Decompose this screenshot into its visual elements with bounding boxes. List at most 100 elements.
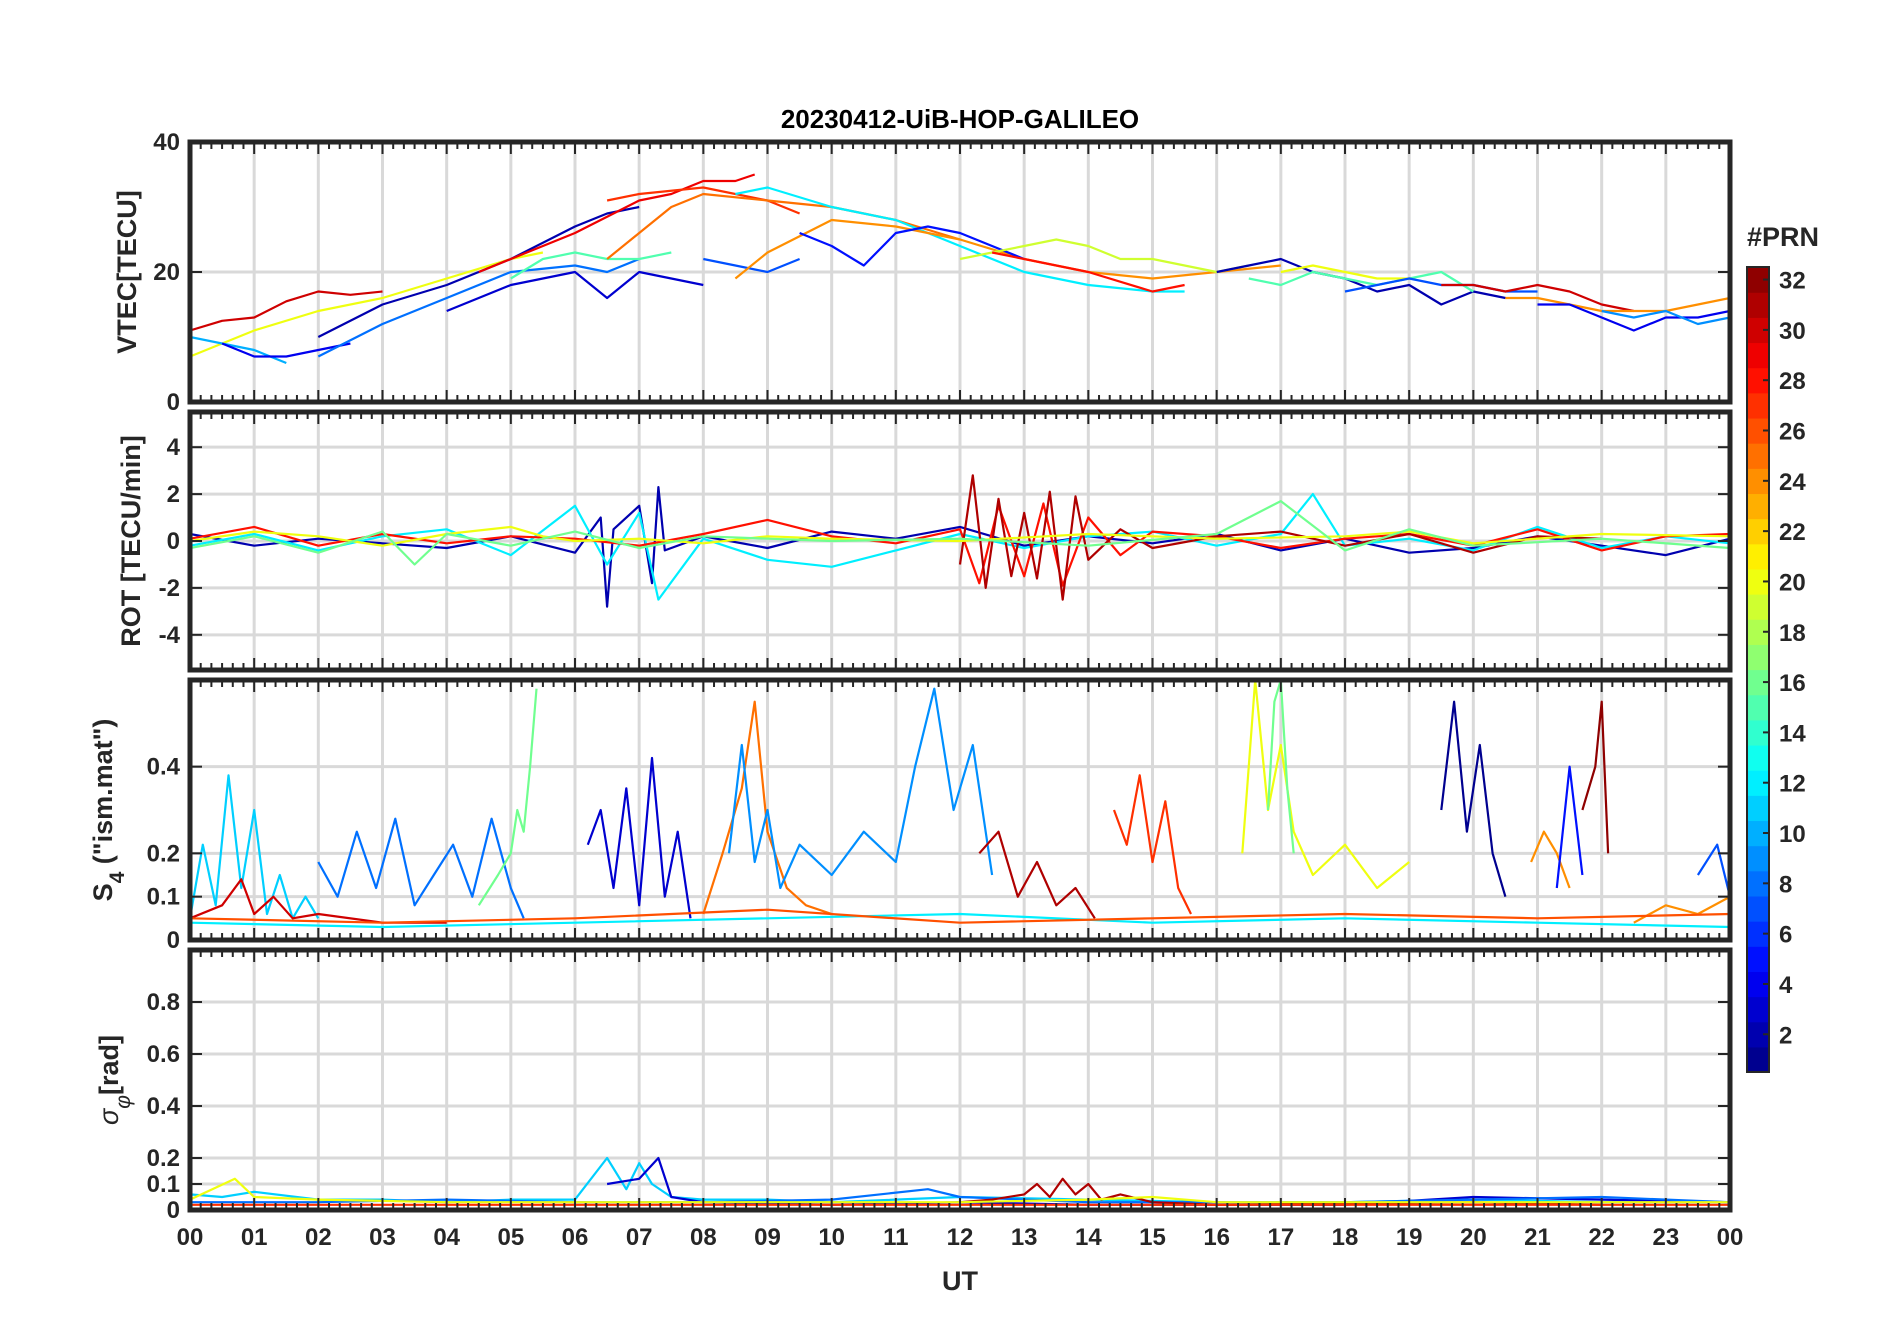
series-line-prn-12 xyxy=(190,912,1730,929)
colorbar-cell xyxy=(1747,1046,1769,1073)
vtec-ylabel: VTEC[TECU] xyxy=(112,190,142,354)
colorbar-cell xyxy=(1747,518,1769,545)
chart-title: 20230412-UiB-HOP-GALILEO xyxy=(781,104,1139,134)
series-line-prn-30 xyxy=(190,290,383,332)
series-line-prn-25 xyxy=(702,700,833,916)
x-axis-label: UT xyxy=(942,1266,978,1296)
y-tick-label: 0.2 xyxy=(147,840,180,867)
colorbar-cell xyxy=(1747,317,1769,344)
colorbar-cell xyxy=(1747,719,1769,746)
y-tick-label: 0.1 xyxy=(147,1171,180,1198)
colorbar-cell xyxy=(1747,946,1769,972)
series-line-prn-25 xyxy=(606,192,961,260)
x-tick-label: 00 xyxy=(1717,1224,1744,1251)
y-tick-label: 0.6 xyxy=(147,1041,180,1068)
series-line-prn-12 xyxy=(190,493,1730,601)
series-line-prn-4 xyxy=(221,342,351,358)
y-tick-label: 0 xyxy=(167,927,180,954)
colorbar-tick-label: 14 xyxy=(1779,720,1806,747)
y-tick-label: 0 xyxy=(167,389,180,416)
y-tick-label: 4 xyxy=(167,434,181,461)
colorbar-cell xyxy=(1747,543,1769,570)
colorbar-cell xyxy=(1747,694,1769,721)
series-line-prn-8 xyxy=(317,817,525,919)
colorbar-tick-label: 26 xyxy=(1779,419,1806,446)
colorbar-cell xyxy=(1747,367,1769,394)
colorbar-cell xyxy=(1747,644,1769,671)
y-tick-label: 20 xyxy=(153,259,180,286)
x-tick-label: 04 xyxy=(433,1224,460,1251)
series-line-prn-24 xyxy=(734,218,1281,280)
y-tick-label: 2 xyxy=(167,481,180,508)
colorbar-tick-label: 4 xyxy=(1779,972,1793,999)
colorbar-label: #PRN xyxy=(1747,222,1819,252)
colorbar-cell xyxy=(1747,594,1769,620)
y-tick-label: 0 xyxy=(167,528,180,555)
x-tick-label: 11 xyxy=(883,1224,908,1251)
colorbar-cell xyxy=(1747,493,1769,520)
series-line-prn-20 xyxy=(1280,264,1410,280)
series-line-prn-3 xyxy=(446,270,704,313)
x-tick-label: 09 xyxy=(754,1224,781,1251)
colorbar-cell xyxy=(1747,267,1769,293)
colorbar-cell xyxy=(1747,292,1769,318)
colorbar-tick-label: 16 xyxy=(1779,670,1806,697)
colorbar-tick-label: 8 xyxy=(1779,871,1792,898)
series-line-prn-9 xyxy=(1601,309,1730,326)
colorbar-cell xyxy=(1747,468,1769,495)
panel-rot: -4 -2 0 2 4 ROT [TECU/min] xyxy=(116,409,1733,673)
series-line-prn-4 xyxy=(1537,303,1730,332)
panel-s4: 0 0.1 0.2 0.4 S4 ("ism.mat") xyxy=(88,677,1733,954)
series-line-prn-27 xyxy=(606,186,801,215)
series-line-prn-7 xyxy=(1696,843,1730,897)
series-line-prn-15 xyxy=(1248,270,1474,293)
panel-vtec-frame xyxy=(187,139,1733,405)
colorbar-cell xyxy=(1747,1021,1769,1048)
series-line-prn-24 xyxy=(1633,895,1730,924)
x-tick-label: 00 xyxy=(177,1224,204,1251)
series-line-prn-31 xyxy=(978,830,1096,919)
series-line-prn-8 xyxy=(190,1188,1730,1204)
rot-ylabel: ROT [TECU/min] xyxy=(116,435,146,646)
series-line-prn-24 xyxy=(1505,296,1730,313)
y-tick-label: 0.4 xyxy=(147,1093,181,1120)
x-tick-label: 12 xyxy=(947,1224,974,1251)
colorbar-cell xyxy=(1747,392,1769,419)
colorbar-tick-label: 18 xyxy=(1779,620,1806,647)
series-line-prn-15 xyxy=(510,251,672,280)
x-tick-label: 10 xyxy=(818,1224,845,1251)
series-line-prn-27 xyxy=(1112,774,1192,915)
colorbar-tick-label: 20 xyxy=(1779,569,1806,596)
colorbar-cell xyxy=(1747,568,1769,595)
x-tick-label: 08 xyxy=(690,1224,717,1251)
series-line-prn-24 xyxy=(1530,830,1571,889)
colorbar-tick-label: 2 xyxy=(1779,1022,1792,1049)
colorbar-tick-label: 32 xyxy=(1779,268,1806,295)
colorbar-cell xyxy=(1747,996,1769,1023)
series-line-prn-16 xyxy=(190,500,1730,566)
colorbar-cell xyxy=(1747,342,1769,369)
x-tick-label: 16 xyxy=(1203,1224,1230,1251)
colorbar-frame xyxy=(1746,266,1770,1073)
y-tick-label: 40 xyxy=(153,129,180,156)
series-line-prn-16 xyxy=(1266,680,1295,854)
series-line-prn-7 xyxy=(703,257,801,274)
y-tick-label: 0.2 xyxy=(147,1145,180,1172)
x-tick-label: 20 xyxy=(1460,1224,1487,1251)
colorbar-cell xyxy=(1747,770,1769,796)
colorbar-cell xyxy=(1747,619,1769,645)
panel-rot-frame xyxy=(187,409,1733,673)
y-tick-label: 0.1 xyxy=(147,884,180,911)
series-line-prn-9 xyxy=(727,687,994,890)
colorbar-tick-label: 22 xyxy=(1779,519,1806,546)
colorbar-tick-label: 10 xyxy=(1779,821,1806,848)
panel-s4-frame xyxy=(187,677,1733,943)
series-line-prn-28 xyxy=(991,251,1185,293)
panel-sigma: 00.10.2 0.4 0.6 0.8 σφ[rad] xyxy=(94,947,1733,1224)
colorbar-tick-label: 30 xyxy=(1779,318,1806,345)
x-tick-label: 01 xyxy=(241,1224,268,1251)
panel-vtec: 0 20 40 VTEC[TECU] xyxy=(112,129,1733,416)
x-tick-label: 03 xyxy=(369,1224,396,1251)
series-line-prn-30 xyxy=(1441,283,1635,313)
